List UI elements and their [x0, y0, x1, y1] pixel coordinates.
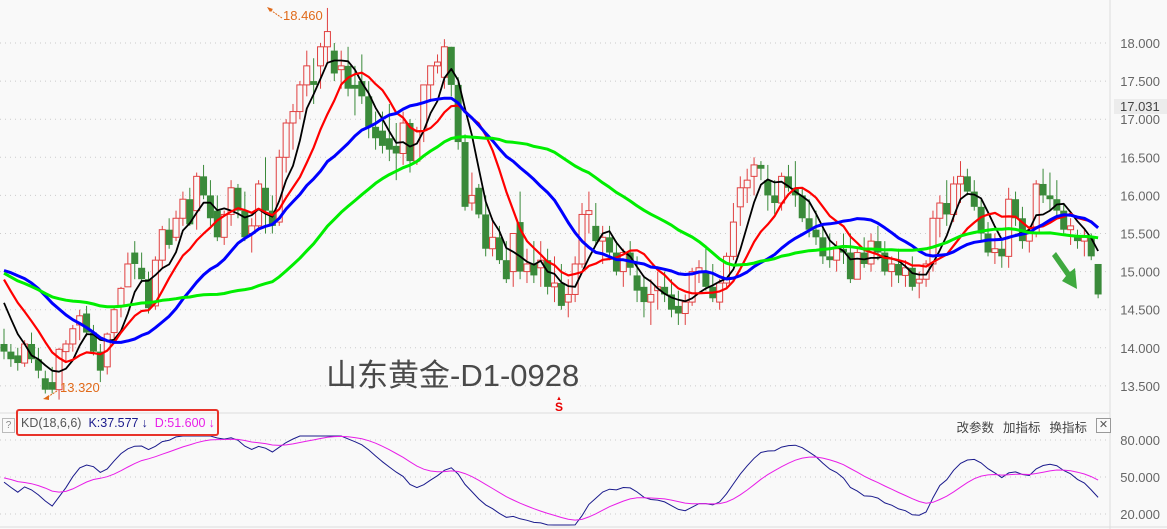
price-tick-label: 15.500 — [1120, 227, 1160, 242]
d-value: D:51.600 — [154, 415, 206, 430]
kd-indicator-name[interactable]: KD(18,6,6) — [21, 415, 82, 430]
modify-params-button[interactable]: 改参数 — [956, 421, 994, 435]
moving-average-lines — [3, 59, 1100, 373]
price-tick-label: 16.500 — [1120, 150, 1160, 165]
price-tick-label: 15.000 — [1120, 265, 1160, 280]
k-down-arrow-icon: ↓ — [141, 415, 148, 430]
down-arrow-icon — [1052, 252, 1077, 289]
switch-indicator-button[interactable]: 换指标 — [1049, 421, 1087, 435]
current-price-tag: 17.031 — [1114, 99, 1167, 114]
kd-tick-label: 80.000 — [1120, 433, 1160, 448]
d-down-arrow-icon: ↓ — [208, 415, 215, 430]
price-tick-label: 18.000 — [1120, 36, 1160, 51]
kd-axis: 80.000 50.000 20.000 — [1120, 433, 1160, 522]
s-marker: ▲ S — [555, 396, 564, 414]
help-button[interactable]: ? — [2, 418, 15, 433]
price-tick-label: 13.500 — [1120, 379, 1160, 394]
price-tick-label: 14.500 — [1120, 303, 1160, 318]
price-tick-label: 17.000 — [1120, 112, 1160, 127]
chart-title-watermark: 山东黄金-D1-0928 — [326, 358, 580, 393]
price-tick-label: 16.000 — [1120, 188, 1160, 203]
kd-gridlines — [0, 439, 1110, 515]
high-annotation: 18.460 — [267, 7, 323, 23]
add-indicator-button[interactable]: 加指标 — [1002, 421, 1041, 435]
price-axis: 18.000 17.500 17.000 16.500 16.000 15.500 15.0… — [1120, 36, 1160, 394]
high-label: 18.460 — [283, 8, 323, 23]
k-value: K:37.577 — [88, 415, 139, 430]
close-icon[interactable]: ✕ — [1096, 418, 1111, 433]
low-annotation: 13.320 — [43, 380, 100, 400]
price-tick-label: 17.500 — [1120, 74, 1160, 89]
kd-tick-label: 50.000 — [1120, 470, 1160, 485]
kd-legend-box: KD(18,6,6) K:37.577 ↓ D:51.600 ↓ — [16, 409, 219, 436]
price-tick-label: 14.000 — [1120, 341, 1160, 356]
arrow-icon — [267, 7, 273, 12]
kd-lines — [3, 435, 1099, 526]
indicator-toolbar: 改参数 加指标 换指标 — [956, 417, 1087, 436]
low-label: 13.320 — [60, 380, 100, 395]
kd-tick-label: 20.000 — [1120, 507, 1160, 522]
arrow-icon — [43, 395, 49, 400]
